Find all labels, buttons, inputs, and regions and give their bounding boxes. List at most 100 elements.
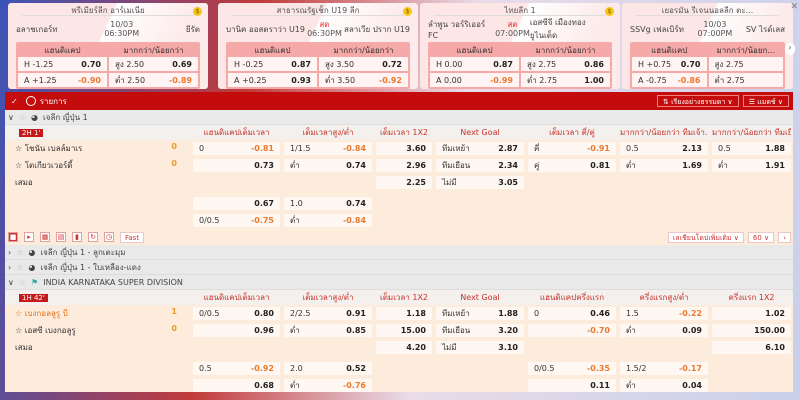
chart-icon[interactable]: ▮ [72, 232, 82, 242]
next-arrow[interactable]: › [778, 231, 791, 243]
odds-value: 0.09 [682, 326, 702, 335]
odds-cell[interactable]: 2.0 0.52 [284, 362, 372, 375]
odds-cell[interactable]: ไม่มี 3.10 [436, 341, 524, 354]
list-icon[interactable]: ▤ [56, 232, 66, 242]
odds-cell[interactable]: 0.73 [193, 159, 280, 172]
odds-cell[interactable]: 0/0.5 -0.35 [528, 362, 616, 375]
timer-icon[interactable]: ◷ [104, 232, 114, 242]
odds-cell[interactable]: ต่ำ 0.04 [620, 379, 708, 392]
match-card[interactable]: ไทยลีก 1 $ ลำพูน วอร์ริเออร์ FC สด 07:00PM เอ… [420, 3, 620, 89]
odds-cell[interactable]: ต่ำ 1.69 [620, 159, 708, 172]
odds-cell[interactable]: สูง 2.75 0.86 [521, 57, 610, 71]
card-markets: แฮนดิแคป มากกว่า/น้อยก... H +0.75 0.70 สูง 2… [630, 42, 785, 89]
match-time: สด 07:00PM [495, 20, 530, 38]
collapse-icon[interactable]: ✓ [11, 96, 18, 106]
odds-cell[interactable]: 0.68 [193, 379, 280, 392]
odds-cell[interactable]: ไม่มี 3.05 [436, 176, 524, 189]
odds-cell[interactable]: ทีมเหย้า 1.88 [436, 307, 524, 320]
odds-cell[interactable]: 150.00 [712, 324, 791, 337]
odds-cell[interactable]: 0/0.5 0.80 [193, 307, 280, 320]
away-team: SV ไรด์เลส [745, 24, 785, 34]
odds-cell[interactable]: H -0.25 0.87 [228, 57, 317, 71]
market-header: แฮนดิแคปเต็มเวลา [203, 128, 270, 137]
odds-cell[interactable]: ต่ำ 3.50 -0.92 [319, 73, 408, 87]
odds-cell[interactable]: ต่ำ -0.84 [284, 214, 372, 227]
odds-cell[interactable]: 2.25 [376, 176, 432, 189]
odds-cell[interactable]: 0 0.46 [528, 307, 616, 320]
odds-cell[interactable]: 0/0.5 -0.75 [193, 214, 280, 227]
kickoff-time: 06:30PM [104, 29, 140, 38]
odds-cell[interactable]: สูง 2.50 0.69 [109, 57, 198, 71]
odds-cell[interactable]: A +0.25 0.93 [228, 73, 317, 87]
odds-cell[interactable]: ต่ำ 2.50 -0.89 [109, 73, 198, 87]
odds-cell[interactable]: ต่ำ 0.09 [620, 324, 708, 337]
match-card[interactable]: สาธารณรัฐเช็ก U19 ลีก $ บานิค ออสตราว่า U1… [218, 3, 418, 89]
odds-cell[interactable]: ทีมเยือน 3.20 [436, 324, 524, 337]
odds-cell[interactable]: ต่ำ 1.91 [712, 159, 791, 172]
odds-cell[interactable]: 0.11 [528, 379, 616, 392]
stats-icon[interactable]: ■ [8, 232, 18, 242]
view-dropdown[interactable]: ☰ แมตช์ ∨ [742, 95, 789, 107]
odds-cell[interactable]: 1.02 [712, 307, 791, 320]
odds-cell[interactable]: 1.5/2 -0.17 [620, 362, 708, 375]
odds-cell[interactable]: ต่ำ -0.76 [284, 379, 372, 392]
league-row[interactable]: ∨ ☆ ⚑ INDIA KARNATAKA SUPER DIVISION [5, 275, 793, 290]
odds-cell[interactable]: 0.67 [193, 197, 280, 210]
odds-table: ✓ รายการ ⇅ เรียงอย่างธรรมดา ∨ ☰ แมตช์ ∨ … [5, 92, 793, 392]
odds-cell[interactable]: ทีมเยือน 2.34 [436, 159, 524, 172]
sort-dropdown[interactable]: ⇅ เรียงอย่างธรรมดา ∨ [657, 95, 739, 107]
odds-cell[interactable]: คู่ 0.81 [528, 159, 616, 172]
play-icon[interactable]: ▸ [24, 232, 34, 242]
odds-cell[interactable]: สูง 2.75 [708, 57, 783, 71]
match-card[interactable]: เยอรมัน รีเจนนอลลีก ตะ... SSVg เฟลเบิร์ท 1… [622, 3, 795, 89]
odds-value: 3.05 [498, 178, 518, 187]
fast-button[interactable]: Fast [120, 231, 145, 243]
odds-cell[interactable]: H +0.75 0.70 [632, 57, 707, 71]
odds-cell[interactable]: 2/2.5 0.91 [284, 307, 372, 320]
odds-cell[interactable]: 2.96 [376, 159, 432, 172]
odds-cell[interactable]: 1.0 0.74 [284, 197, 372, 210]
odds-cell[interactable]: 1.18 [376, 307, 432, 320]
odds-cell[interactable]: สูง 3.50 0.72 [319, 57, 408, 71]
odds-cell[interactable]: 1.5 -0.22 [620, 307, 708, 320]
team-name: เสมอ [15, 178, 33, 187]
league-row[interactable]: › ☆ ◕ เจลีก ญี่ปุ่น 1 - ใบเหลือง-แดง [5, 260, 793, 275]
odds-cell[interactable]: ต่ำ 0.74 [284, 159, 372, 172]
match-time: สด 06:30PM [307, 20, 342, 38]
odds-cell[interactable]: ทีมเหย้า 2.87 [436, 142, 524, 155]
carousel-next-arrow[interactable]: › [785, 43, 795, 55]
odds-cell[interactable]: 0.5 -0.92 [193, 362, 280, 375]
count-dropdown[interactable]: 60 ∨ [747, 231, 775, 243]
odds-cell[interactable]: 0 -0.81 [193, 142, 280, 155]
odds-cell[interactable]: A 0.00 -0.99 [430, 73, 519, 87]
refresh-icon[interactable]: ↻ [88, 232, 98, 242]
odds-cell[interactable]: 15.00 [376, 324, 432, 337]
odds-cell[interactable]: 1/1.5 -0.84 [284, 142, 372, 155]
more-bets-dropdown[interactable]: เลเชียนโดปเพิ่มเติม ∨ [667, 231, 744, 243]
scoreboard-icon[interactable]: ▦ [40, 232, 50, 242]
odds-cell[interactable]: H 0.00 0.87 [430, 57, 519, 71]
odds-value: 1.69 [682, 161, 702, 170]
odds-cell[interactable]: H -1.25 0.70 [18, 57, 107, 71]
odds-cell[interactable]: A +1.25 -0.90 [18, 73, 107, 87]
odds-cell[interactable]: 6.10 [712, 341, 791, 354]
line: ทีมเยือน [442, 326, 471, 335]
odds-value: 1.91 [765, 161, 785, 170]
league-row[interactable]: › ☆ ◕ เจลีก ญี่ปุ่น 1 - ลูกเตะมุม [5, 245, 793, 260]
close-icon[interactable]: ✕ [790, 2, 798, 12]
odds-cell[interactable]: 4.20 [376, 341, 432, 354]
odds-cell[interactable]: 0.96 [193, 324, 280, 337]
odds-cell[interactable]: คี่ -0.91 [528, 142, 616, 155]
league-row[interactable]: ∨ ☆ ◕ เจลีก ญี่ปุ่น 1 [5, 110, 793, 125]
odds-cell[interactable]: A -0.75 -0.86 [632, 73, 707, 87]
kickoff-time: 07:00PM [495, 29, 530, 38]
odds-cell[interactable]: ต่ำ 2.75 1.00 [521, 73, 610, 87]
match-card[interactable]: พรีเมียร์ลีก อาร์เมเนีย $ อลาชเกอร์ท 10/03 0… [8, 3, 208, 89]
line: 1.5/2 [626, 364, 647, 373]
odds-cell[interactable]: 0.5 1.88 [712, 142, 791, 155]
odds-cell[interactable]: 0.5 2.13 [620, 142, 708, 155]
odds-cell[interactable]: ต่ำ 2.75 [708, 73, 783, 87]
odds-cell[interactable]: ต่ำ 0.85 [284, 324, 372, 337]
odds-cell[interactable]: -0.70 [528, 324, 616, 337]
odds-cell[interactable]: 3.60 [376, 142, 432, 155]
